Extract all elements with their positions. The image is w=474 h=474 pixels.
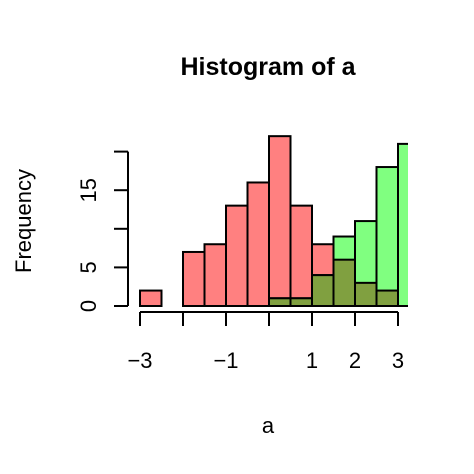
y-tick-label: 15 [76, 178, 101, 202]
x-tick-label: 3 [392, 348, 404, 373]
histogram-bar-series1-8 [289, 204, 313, 307]
y-tick-label: 0 [76, 300, 101, 312]
x-tick-label: 1 [306, 348, 318, 373]
x-tick-label: −3 [127, 348, 152, 373]
histogram-bar-series1-4 [203, 243, 227, 308]
histogram-bar-series2-6 [375, 166, 399, 307]
histogram-bar-series1-5 [225, 204, 249, 307]
histogram-bar-overlap-3 [311, 274, 335, 307]
histogram-bar-series1-7 [268, 135, 292, 307]
x-axis: −3 −1 1 2 3 [127, 311, 404, 373]
x-tick-label: 2 [349, 348, 361, 373]
histogram-bar-overlap-2 [289, 297, 313, 307]
x-tick-label: −1 [213, 348, 238, 373]
histogram-bar-series1-6 [246, 181, 270, 307]
histogram-bar-overlap-4 [332, 258, 356, 307]
histogram-bar-series2-7 [397, 142, 408, 307]
histogram-bar-series1-3 [182, 250, 206, 308]
y-axis-label: Frequency [11, 169, 36, 273]
histogram-bar-overlap-5 [354, 281, 378, 307]
x-axis-label: a [262, 413, 275, 438]
histogram-bar-overlap-6 [375, 289, 399, 307]
y-tick-label: 5 [76, 261, 101, 273]
y-axis: 0 5 15 [76, 150, 129, 312]
chart-title: Histogram of a [180, 53, 356, 81]
histogram-bar-overlap-1 [268, 297, 292, 307]
histogram-bar-series1-1 [139, 289, 163, 307]
bars-group [139, 135, 408, 308]
